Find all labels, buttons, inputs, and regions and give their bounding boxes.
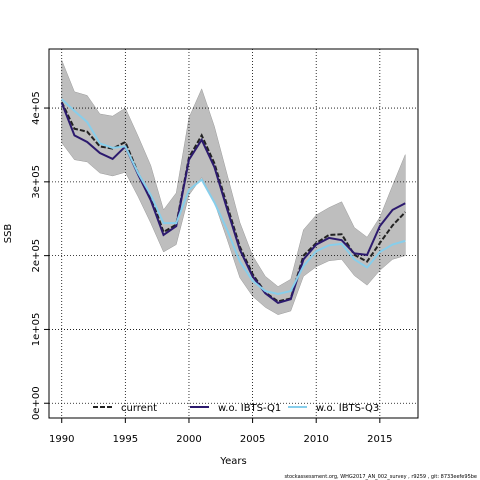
legend-label: w.o. IBTS-Q1 [218, 403, 281, 414]
legend-label: current [121, 403, 157, 414]
footer-credit: stockassessment.org, WHG2017_AN_002_surv… [284, 474, 477, 480]
x-tick-label: 1990 [49, 434, 74, 445]
x-axis: 1990 1995 2000 2005 2010 2015 [49, 418, 393, 445]
legend-label: w.o. IBTS-Q3 [316, 403, 379, 414]
series-line-1 [60, 102, 406, 304]
y-axis: 0e+00 1e+05 2e+05 3e+05 4e+05 [31, 91, 49, 420]
confidence-band-layer [61, 59, 406, 315]
legend: current w.o. IBTS-Q1 w.o. IBTS-Q3 [93, 403, 379, 414]
plot-frame [48, 48, 419, 419]
series-layer [60, 98, 407, 304]
x-tick-label: 1995 [113, 434, 138, 445]
x-tick-label: 2015 [367, 434, 392, 445]
y-axis-title: SSB [3, 224, 14, 244]
y-tick-label: 0e+00 [31, 386, 42, 420]
y-tick-label: 4e+05 [31, 91, 42, 125]
y-tick-label: 1e+05 [31, 313, 42, 347]
y-tick-label: 3e+05 [31, 165, 42, 199]
confidence-band [61, 59, 406, 315]
series-line-2 [61, 98, 406, 296]
x-tick-label: 2005 [240, 434, 265, 445]
x-tick-label: 2000 [176, 434, 201, 445]
x-tick-label: 2010 [303, 434, 328, 445]
x-axis-title: Years [219, 456, 246, 467]
y-tick-label: 2e+05 [31, 239, 42, 273]
